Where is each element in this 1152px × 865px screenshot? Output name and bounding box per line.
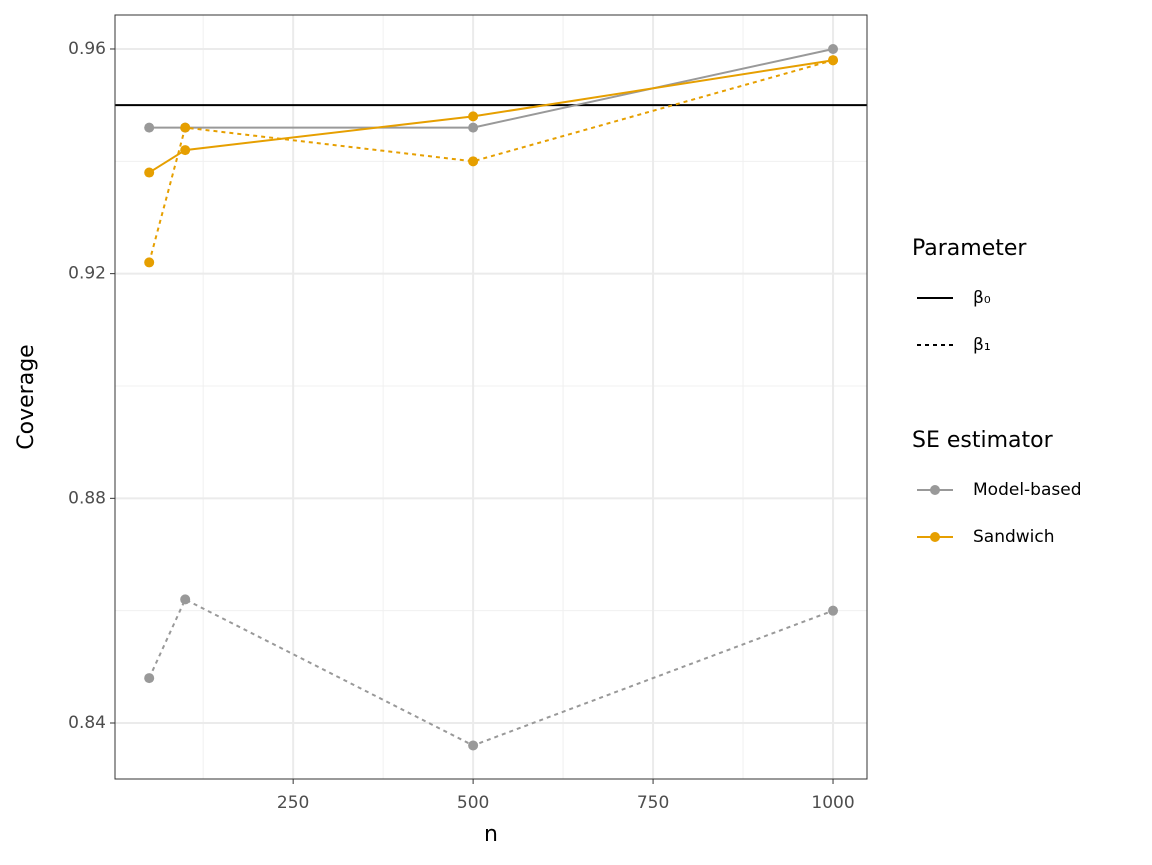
data-point — [144, 673, 155, 684]
y-tick-label: 0.92 — [68, 264, 106, 284]
legend-key-point — [930, 485, 940, 495]
legend-label: β₁ — [973, 335, 991, 355]
y-tick-label: 0.96 — [68, 39, 106, 59]
data-point — [468, 740, 479, 751]
x-tick-label: 750 — [637, 793, 669, 813]
data-point — [180, 122, 191, 133]
data-point — [828, 605, 839, 616]
series-line — [148, 59, 834, 263]
data-point — [468, 156, 479, 167]
legend-title: Parameter — [912, 236, 1027, 261]
data-point — [180, 145, 191, 156]
x-tick-label: 500 — [457, 793, 489, 813]
legend-label: Model-based — [973, 480, 1082, 500]
data-point — [468, 122, 479, 133]
x-tick-label: 250 — [277, 793, 309, 813]
x-tick-label: 1000 — [811, 793, 854, 813]
data-point — [144, 167, 155, 178]
x-axis-title: n — [484, 822, 498, 847]
data-point — [144, 122, 155, 133]
series-line — [148, 598, 834, 747]
legend-label: Sandwich — [973, 527, 1055, 547]
data-point — [468, 111, 479, 122]
legend-key-point — [930, 532, 940, 542]
panel-border — [114, 14, 868, 780]
series-line — [148, 59, 834, 174]
data-point — [144, 257, 155, 268]
y-tick-label: 0.88 — [68, 488, 106, 508]
legend-label: β₀ — [973, 288, 991, 308]
data-point — [828, 43, 839, 54]
data-point — [828, 55, 839, 66]
data-point — [180, 594, 191, 605]
y-axis-title: Coverage — [14, 344, 39, 449]
y-tick-label: 0.84 — [68, 713, 106, 733]
legend-title: SE estimator — [912, 428, 1054, 453]
